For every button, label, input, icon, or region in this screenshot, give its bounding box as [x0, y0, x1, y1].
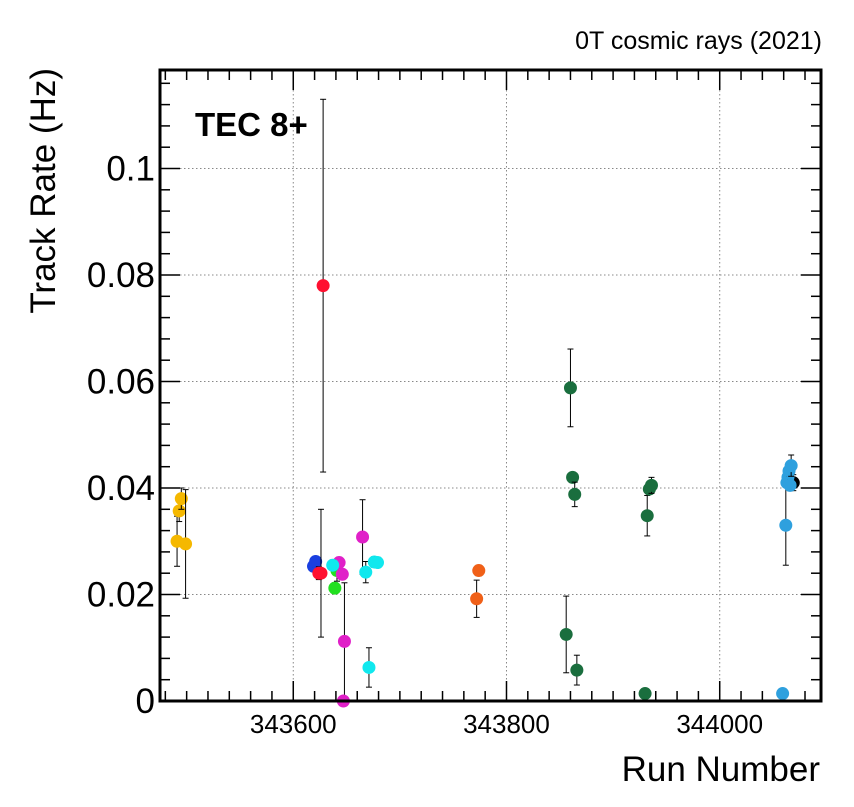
data-point	[559, 627, 573, 641]
data-point	[356, 530, 370, 544]
data-point	[640, 509, 654, 523]
panel-label: TEC 8+	[195, 106, 308, 143]
data-point	[370, 556, 384, 570]
chart-caption: 0T cosmic rays (2021)	[575, 27, 822, 55]
grid-lines	[160, 70, 821, 701]
data-point	[328, 581, 342, 595]
x-axis-title: Run Number	[622, 750, 821, 789]
data-point	[309, 554, 323, 568]
plot-frame	[158, 68, 823, 703]
data-point	[570, 663, 584, 677]
data-points	[170, 98, 800, 708]
y-tick-labels: 0 0.02 0.04 0.06 0.08 0.1	[87, 150, 155, 721]
x-tick-labels: 343600 343800 344000	[250, 709, 763, 739]
data-point	[179, 537, 193, 551]
data-point	[172, 504, 186, 518]
x-tick-label: 343800	[463, 709, 550, 739]
data-point	[326, 558, 340, 572]
data-point	[359, 565, 373, 579]
x-tick-label: 344000	[676, 709, 763, 739]
data-point	[470, 592, 484, 606]
data-point	[335, 567, 349, 581]
data-point	[644, 478, 658, 492]
data-point	[337, 634, 351, 648]
data-point	[566, 470, 580, 484]
data-point	[472, 564, 486, 578]
y-tick-label: 0.06	[87, 363, 155, 402]
data-point	[568, 487, 582, 501]
data-point	[638, 687, 652, 701]
axis-ticks	[160, 70, 821, 702]
data-point	[784, 459, 798, 473]
y-tick-label: 0.04	[87, 469, 155, 508]
y-tick-label: 0.08	[87, 256, 155, 295]
data-point	[783, 478, 797, 492]
data-point	[362, 660, 376, 674]
data-point	[563, 381, 577, 395]
x-tick-label: 343600	[250, 709, 337, 739]
y-tick-label: 0.02	[87, 576, 155, 615]
y-tick-label: 0.1	[106, 150, 155, 189]
data-point	[316, 279, 330, 293]
data-point	[779, 518, 793, 532]
data-point	[776, 687, 790, 701]
data-point	[314, 566, 328, 580]
y-tick-label: 0	[136, 682, 155, 721]
y-axis-title: Track Rate (Hz)	[24, 68, 63, 314]
data-point	[174, 492, 188, 506]
